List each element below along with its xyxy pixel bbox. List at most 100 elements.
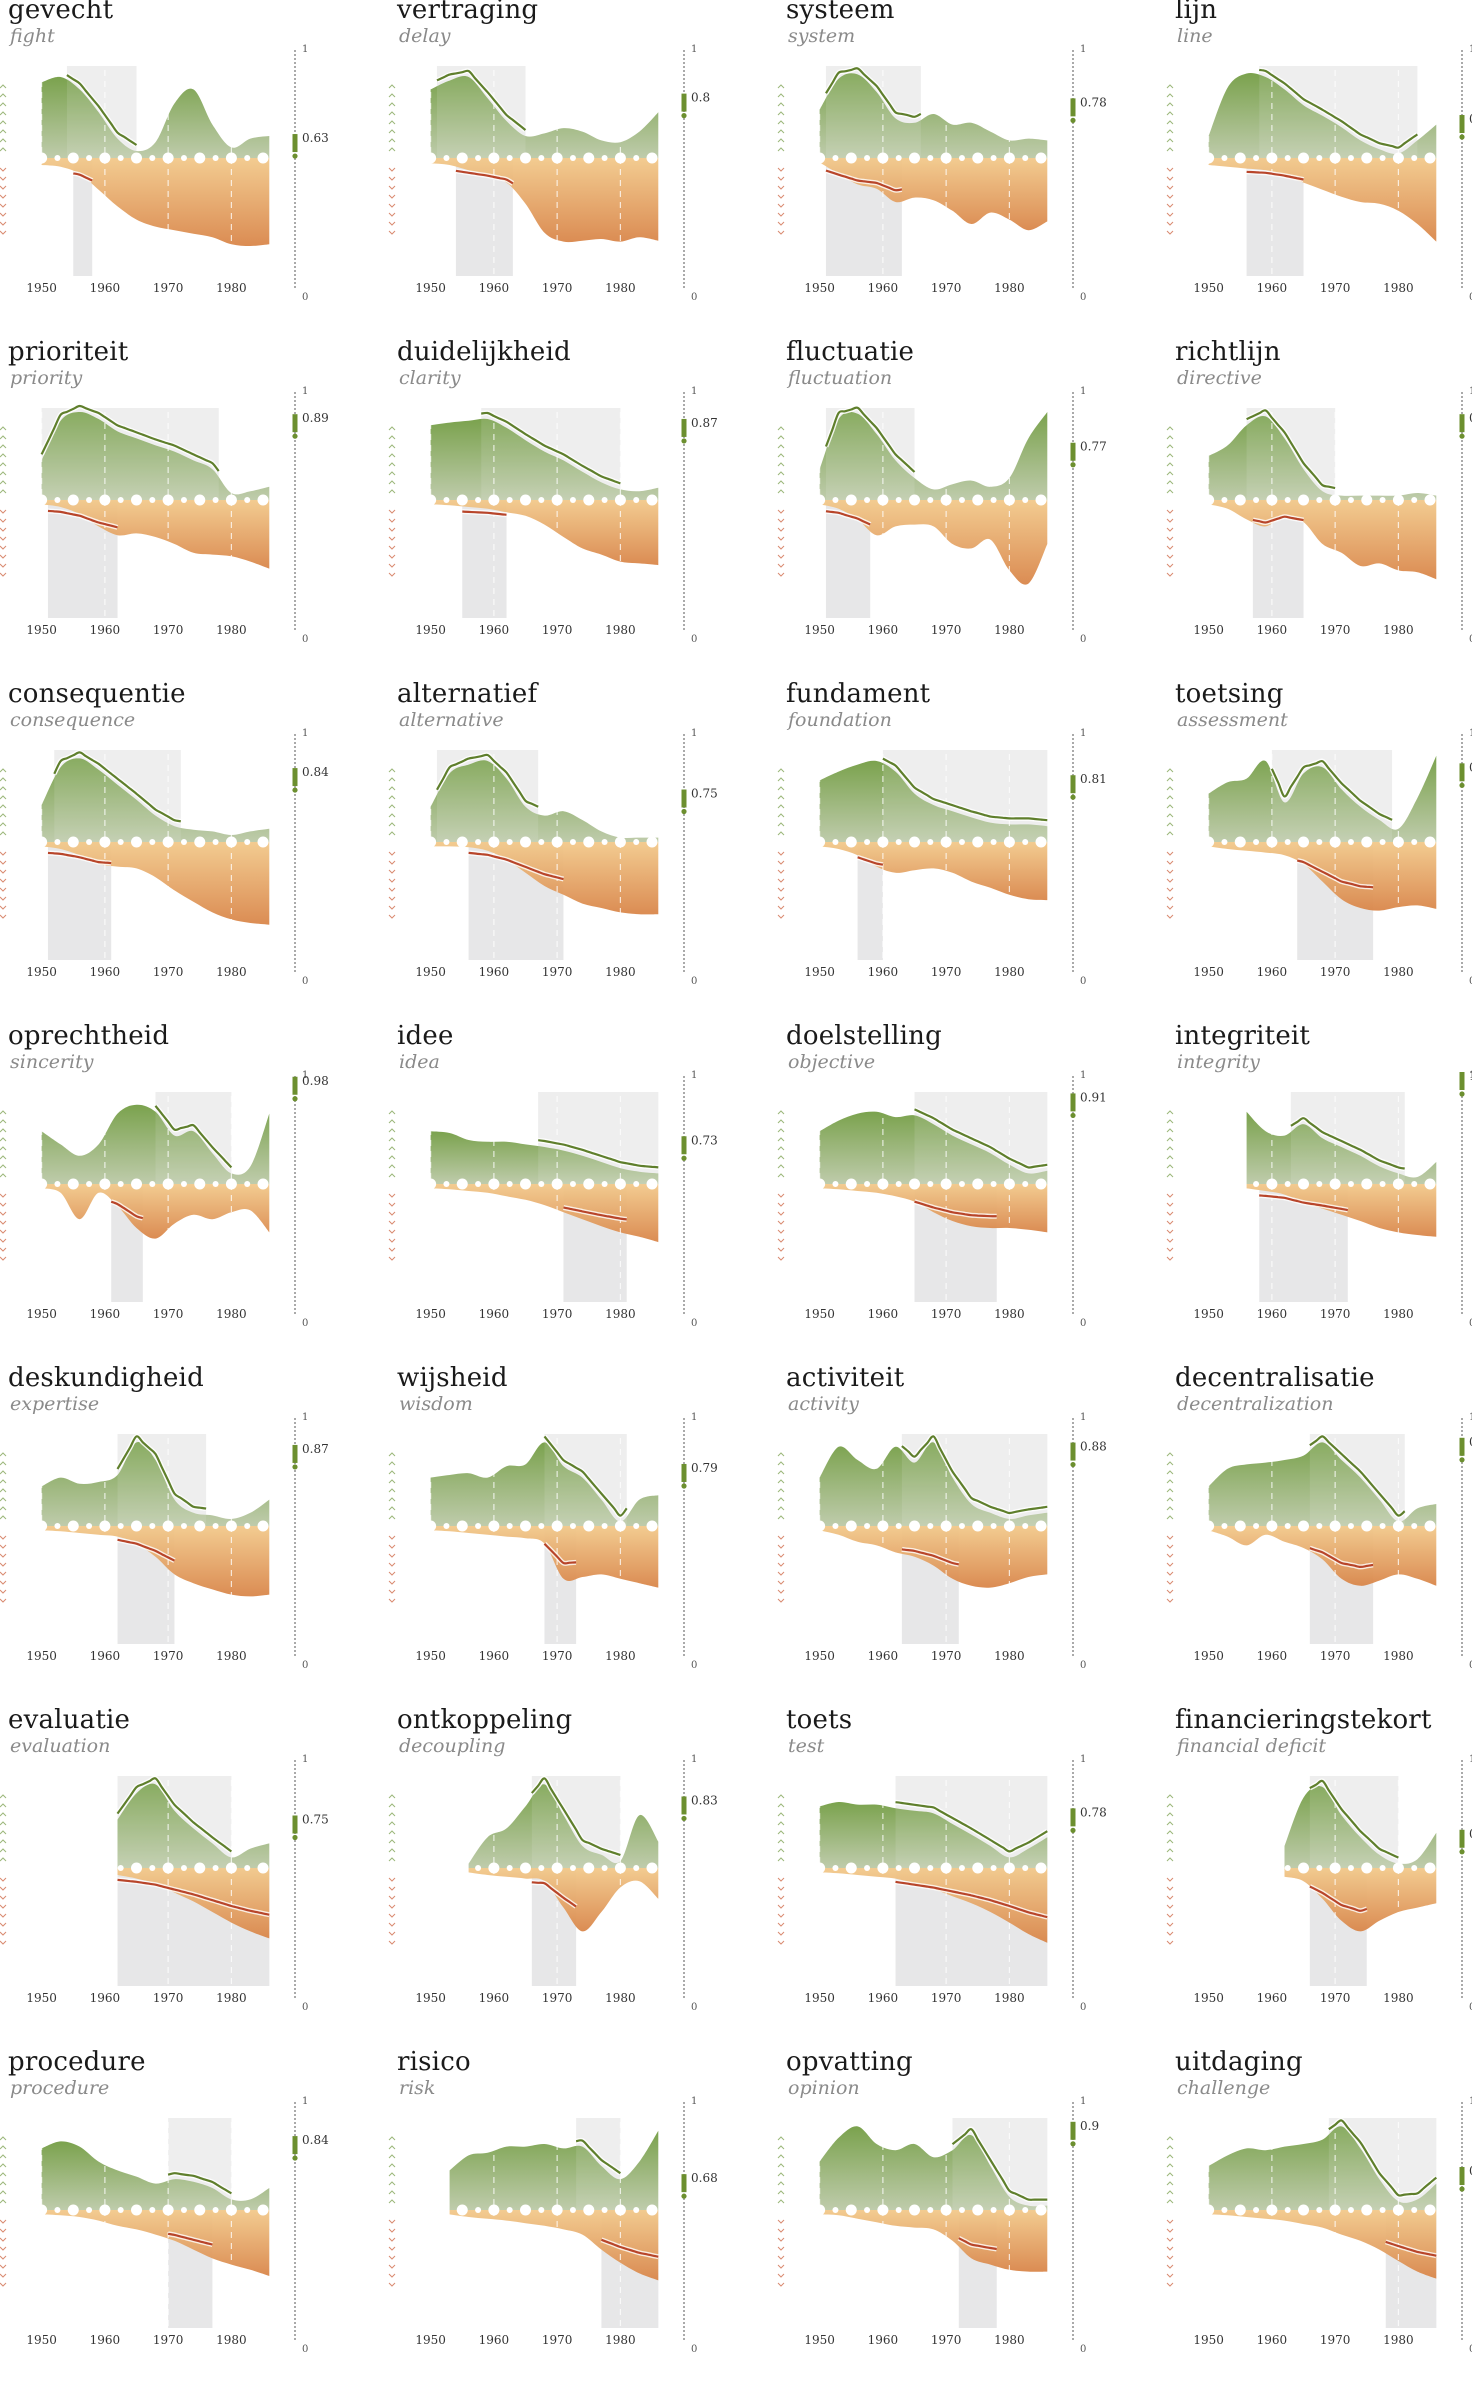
x-tick-label: 1960 <box>1257 1307 1288 1321</box>
x-tick-label: 1950 <box>26 1307 57 1321</box>
scale-top-label: 1 <box>691 1070 697 1081</box>
upper-area <box>468 1784 659 1868</box>
score-dot <box>292 1834 298 1841</box>
upper-trend-line <box>154 1105 233 1169</box>
down-chevron-icon <box>388 1940 396 1945</box>
x-tick-label: 1970 <box>1320 2333 1351 2347</box>
scale-bottom-label: 0 <box>1080 1660 1086 1671</box>
baseline-dot <box>162 2204 174 2216</box>
scale-top-label: 1 <box>691 728 697 739</box>
baseline-dot <box>832 1181 839 1187</box>
baseline-dot <box>583 836 595 848</box>
down-chevron-icon <box>0 212 7 217</box>
down-chevron-icon <box>388 167 396 172</box>
up-chevron-icon <box>388 1470 396 1475</box>
panel-title: lijn <box>1175 0 1218 25</box>
baseline-dot <box>551 836 563 848</box>
score-label: 0.63 <box>302 131 329 145</box>
score-marker <box>292 1444 298 1463</box>
baseline-dot <box>895 1181 902 1187</box>
down-chevron-icon <box>1166 509 1174 514</box>
up-chevron-icon <box>777 1506 785 1511</box>
baseline-dot <box>99 1520 111 1532</box>
baseline-dot <box>1221 155 1228 161</box>
baseline-dot <box>538 2207 545 2213</box>
baseline-dot <box>1035 836 1047 848</box>
panel-translation: directive <box>1177 367 1262 389</box>
up-chevron-icon <box>777 2199 785 2204</box>
score-label: 0.68 <box>691 2171 718 2185</box>
baseline-dot <box>940 1178 952 1190</box>
upper-area <box>819 1442 1048 1526</box>
baseline-dot <box>67 2204 79 2216</box>
baseline-dot <box>456 2204 468 2216</box>
up-chevron-icon <box>388 1848 396 1853</box>
score-marker <box>1070 1093 1076 1112</box>
baseline-dot <box>569 2207 576 2213</box>
score-label: 0.84 <box>302 765 329 779</box>
panel-translation: opinion <box>788 2077 860 2099</box>
x-tick-label: 1960 <box>90 1307 121 1321</box>
panel-alternative: alternatief alternative 1950 1960 1970 1980 1 0… <box>388 679 757 1014</box>
x-tick-label: 1970 <box>931 1649 962 1663</box>
baseline-dot <box>909 1862 921 1874</box>
down-chevron-icon <box>777 1202 785 1207</box>
upper-area <box>41 76 270 158</box>
baseline-dot <box>54 2207 61 2213</box>
score-dot <box>292 153 298 159</box>
baseline-dot <box>36 836 48 848</box>
up-chevron-icon <box>777 84 785 89</box>
lower-trend-line <box>117 1538 175 1562</box>
x-tick-label: 1960 <box>479 1991 510 2005</box>
up-chevron-icon <box>0 1515 7 1520</box>
up-chevron-icon <box>1166 1470 1174 1475</box>
x-tick-label: 1950 <box>26 281 57 295</box>
up-chevron-icon <box>388 1794 396 1799</box>
scale-bottom-label: 0 <box>691 1318 697 1329</box>
window-overlay <box>914 1092 1048 1184</box>
baseline-dot <box>225 494 237 506</box>
x-tick-label: 1980 <box>1383 1307 1414 1321</box>
baseline-dot <box>972 1520 984 1532</box>
baseline-dot <box>1035 152 1047 164</box>
up-chevron-icon <box>777 1857 785 1862</box>
baseline-dot <box>909 836 921 848</box>
score-dot <box>681 438 687 444</box>
baseline-dot <box>1347 2207 1354 2213</box>
x-tick-label: 1960 <box>479 281 510 295</box>
x-tick-label: 1980 <box>216 1991 247 2005</box>
scale-bottom-label: 0 <box>302 976 308 987</box>
scale-top-label: 1 <box>302 386 308 397</box>
baseline-dot <box>257 836 269 848</box>
down-chevron-icon <box>777 914 785 919</box>
baseline-dot <box>520 494 532 506</box>
baseline-dot <box>86 1523 93 1529</box>
up-chevron-icon <box>0 2199 7 2204</box>
up-chevron-icon <box>1166 1506 1174 1511</box>
baseline-dot <box>814 1520 826 1532</box>
baseline-dot <box>131 1178 143 1190</box>
baseline-dot <box>54 1523 61 1529</box>
baseline-dot <box>832 2207 839 2213</box>
up-chevron-icon <box>388 93 396 98</box>
baseline-dot <box>149 155 156 161</box>
up-chevron-icon <box>0 2154 7 2159</box>
baseline-dot <box>569 839 576 845</box>
baseline-dot <box>646 1178 658 1190</box>
x-tick-label: 1980 <box>1383 623 1414 637</box>
baseline-dot <box>601 2207 608 2213</box>
panel-plot: 1950 1960 1970 1980 1 0 0.68 <box>388 2096 718 2355</box>
highlight-window-lower <box>73 158 93 276</box>
x-tick-label: 1980 <box>1383 1991 1414 2005</box>
x-tick-label: 1980 <box>1383 965 1414 979</box>
down-chevron-icon <box>777 221 785 226</box>
upper-trend-line <box>538 1139 659 1169</box>
panel-title: oprechtheid <box>8 1021 170 1051</box>
baseline-dot <box>1329 152 1341 164</box>
baseline-dot <box>1424 1520 1436 1532</box>
lower-trend-line <box>901 1548 959 1566</box>
baseline-dot <box>646 836 658 848</box>
down-chevron-icon <box>0 536 7 541</box>
baseline-dot <box>475 155 482 161</box>
